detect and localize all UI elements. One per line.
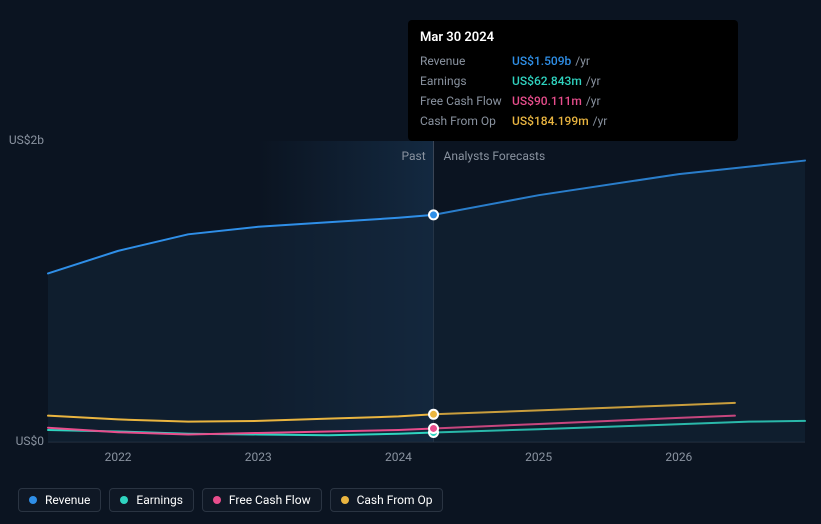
past-region-label: Past <box>402 149 426 163</box>
y-tick-label: US$0 <box>4 434 44 448</box>
legend-label: Earnings <box>136 493 183 507</box>
y-tick-label: US$2b <box>4 133 44 147</box>
fcf-marker <box>429 424 438 433</box>
tooltip-unit: /yr <box>593 112 608 130</box>
tooltip-value: US$90.111m <box>512 92 582 110</box>
legend-label: Free Cash Flow <box>229 493 311 507</box>
tooltip-value: US$184.199m <box>512 112 589 130</box>
tooltip-row: RevenueUS$1.509b/yr <box>420 51 726 71</box>
tooltip-value: US$1.509b <box>512 52 571 70</box>
cfo-marker <box>429 410 438 419</box>
legend-item-revenue[interactable]: Revenue <box>18 488 101 512</box>
chart-legend: Revenue Earnings Free Cash Flow Cash From O… <box>18 488 443 512</box>
tooltip-unit: /yr <box>575 52 590 70</box>
tooltip-key: Cash From Op <box>420 112 512 130</box>
legend-dot-icon <box>341 496 349 504</box>
tooltip-row: Free Cash FlowUS$90.111m/yr <box>420 91 726 111</box>
legend-label: Cash From Op <box>357 493 433 507</box>
revenue-marker <box>429 210 438 219</box>
legend-dot-icon <box>120 496 128 504</box>
x-tick-label: 2026 <box>649 450 709 464</box>
x-tick-label: 2022 <box>88 450 148 464</box>
tooltip-date: Mar 30 2024 <box>420 30 726 45</box>
tooltip-value: US$62.843m <box>512 72 582 90</box>
tooltip-key: Free Cash Flow <box>420 92 512 110</box>
tooltip-key: Revenue <box>420 52 512 70</box>
forecast-chart: US$0 US$2b 2022 2023 2024 2025 2026 Past Anal… <box>0 0 821 524</box>
legend-item-earnings[interactable]: Earnings <box>109 488 194 512</box>
legend-item-fcf[interactable]: Free Cash Flow <box>202 488 322 512</box>
tooltip-row: EarningsUS$62.843m/yr <box>420 71 726 91</box>
tooltip-key: Earnings <box>420 72 512 90</box>
chart-tooltip: Mar 30 2024 RevenueUS$1.509b/yrEarningsU… <box>408 20 738 141</box>
legend-label: Revenue <box>45 493 90 507</box>
x-tick-label: 2025 <box>509 450 569 464</box>
tooltip-unit: /yr <box>586 92 601 110</box>
x-tick-label: 2023 <box>228 450 288 464</box>
tooltip-unit: /yr <box>586 72 601 90</box>
x-tick-label: 2024 <box>368 450 428 464</box>
legend-dot-icon <box>29 496 37 504</box>
legend-dot-icon <box>213 496 221 504</box>
tooltip-row: Cash From OpUS$184.199m/yr <box>420 111 726 131</box>
legend-item-cfo[interactable]: Cash From Op <box>330 488 444 512</box>
forecast-region-label: Analysts Forecasts <box>444 149 546 163</box>
